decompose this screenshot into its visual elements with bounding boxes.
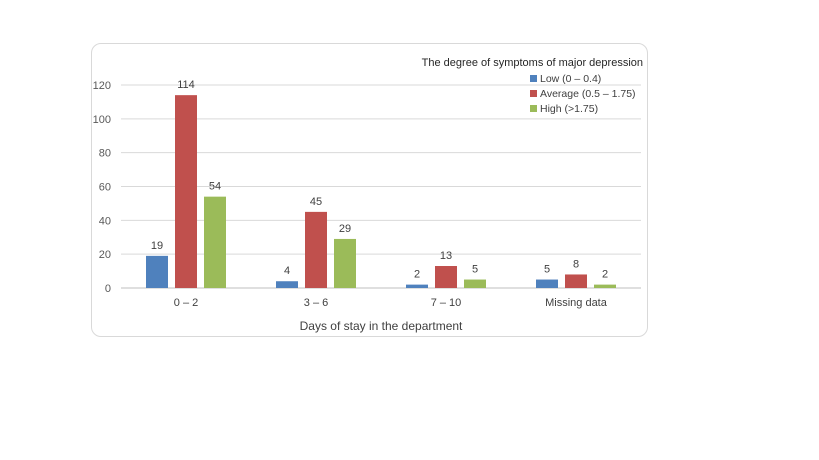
bar: [204, 196, 226, 288]
y-tick-label: 80: [99, 148, 111, 160]
data-label: 4: [284, 265, 290, 277]
x-axis-title: Days of stay in the department: [300, 319, 463, 333]
bar: [536, 279, 558, 288]
y-tick-label: 0: [105, 283, 111, 295]
bar: [276, 281, 298, 288]
data-label: 5: [472, 264, 478, 276]
legend-title: The degree of symptoms of major depressi…: [422, 57, 643, 69]
data-label: 54: [209, 181, 221, 193]
data-label: 2: [414, 269, 420, 281]
bar: [565, 274, 587, 288]
legend-swatch: [530, 75, 537, 82]
legend-label: Average (0.5 – 1.75): [540, 88, 636, 100]
x-tick-label: 7 – 10: [431, 297, 462, 309]
data-labels: 19 114 54 4 45 29 2 13 5 5 8 2: [151, 79, 608, 280]
legend-label: High (>1.75): [540, 103, 598, 115]
bar: [146, 255, 168, 288]
bar: [406, 284, 428, 288]
data-label: 19: [151, 240, 163, 252]
data-label: 29: [339, 223, 351, 235]
data-label: 45: [310, 196, 322, 208]
bar: [464, 279, 486, 288]
x-tick-label: 3 – 6: [304, 297, 328, 309]
bar: [175, 95, 197, 289]
category-labels: 0 – 2 3 – 6 7 – 10 Missing data: [174, 297, 608, 309]
x-tick-label: 0 – 2: [174, 297, 198, 309]
data-label: 2: [602, 269, 608, 281]
y-axis-ticks: 0 20 40 60 80 100 120: [93, 80, 111, 295]
y-tick-label: 40: [99, 215, 111, 227]
bar: [334, 238, 356, 288]
gridlines: [121, 84, 641, 289]
bar: [435, 266, 457, 288]
y-tick-label: 100: [93, 114, 111, 126]
bars: [146, 95, 616, 289]
data-label: 114: [177, 79, 195, 91]
bar: [594, 284, 616, 288]
legend-swatch: [530, 105, 537, 112]
y-tick-label: 120: [93, 80, 111, 92]
legend: The degree of symptoms of major depressi…: [422, 57, 643, 115]
legend-swatch: [530, 90, 537, 97]
y-tick-label: 60: [99, 182, 111, 194]
x-tick-label: Missing data: [545, 297, 608, 309]
data-label: 5: [544, 264, 550, 276]
legend-label: Low (0 – 0.4): [540, 73, 601, 85]
bar: [305, 211, 327, 288]
data-label: 13: [440, 250, 452, 262]
data-label: 8: [573, 258, 579, 270]
y-tick-label: 20: [99, 249, 111, 261]
